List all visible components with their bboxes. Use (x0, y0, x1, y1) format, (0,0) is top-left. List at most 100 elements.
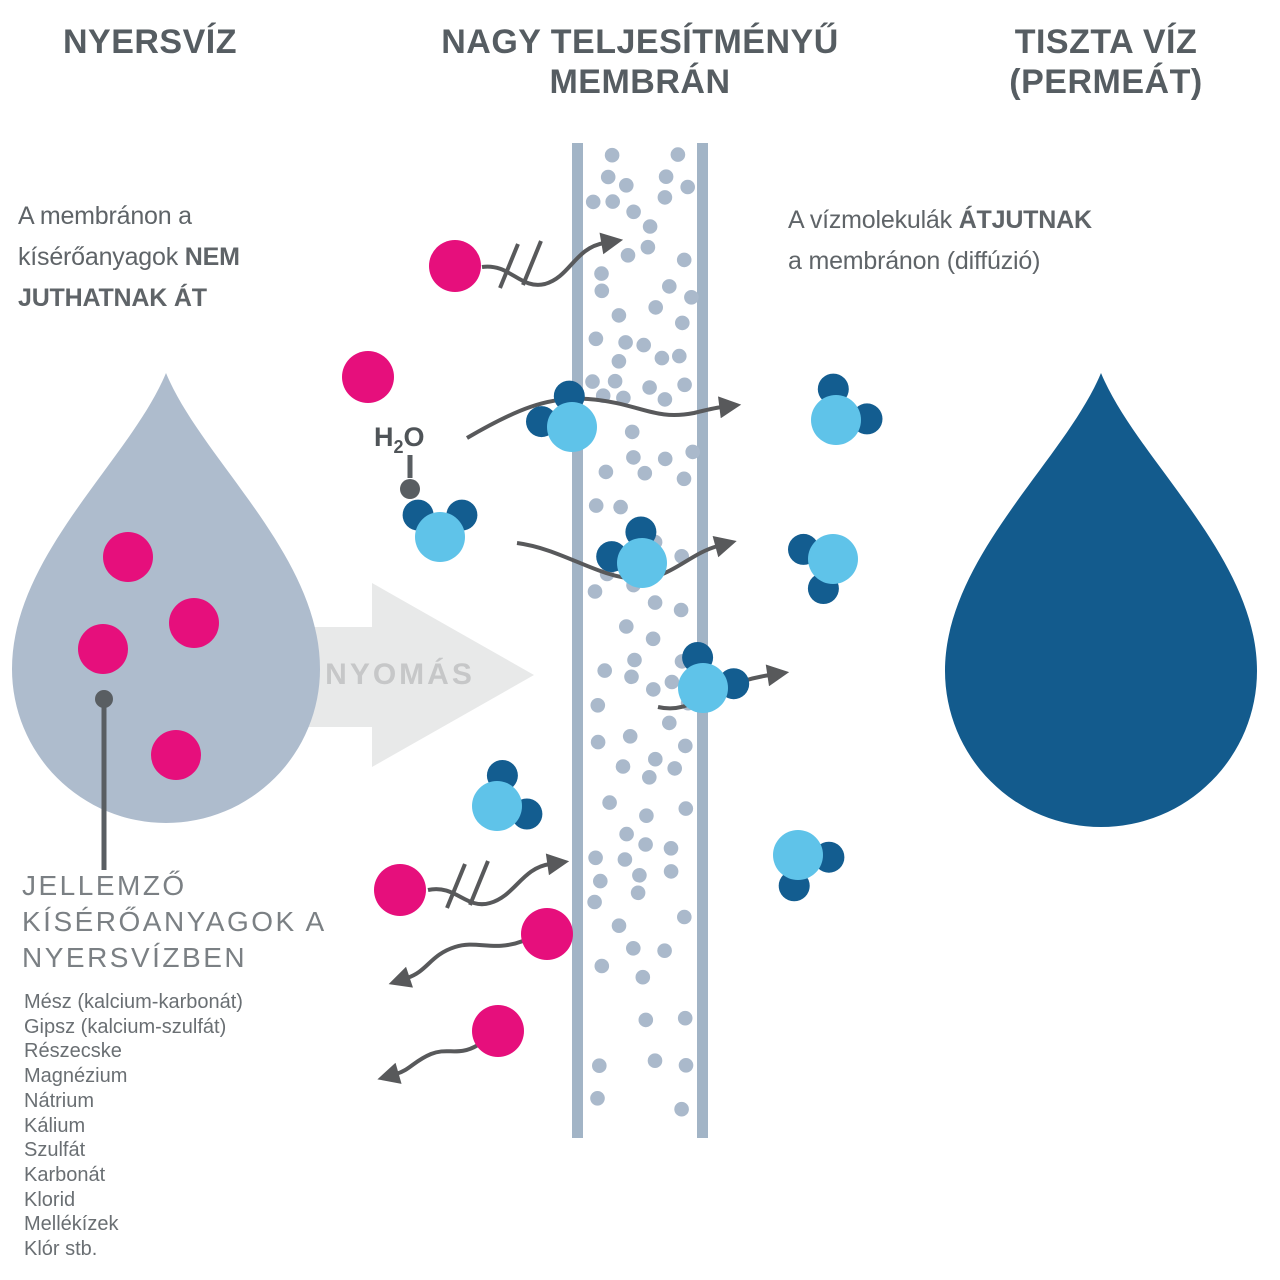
membrane-pore-dot (680, 179, 695, 195)
raw-water-note: A membránon a kísérőanyagok NEM JUTHATNA… (18, 196, 240, 319)
water-molecule (472, 760, 543, 831)
membrane-pore-dot (632, 868, 647, 883)
membrane-pore-dot (588, 498, 604, 513)
membrane-pore-dot (588, 850, 603, 866)
membrane-pore-dot (607, 373, 623, 389)
note-text-segment: A membránon a (18, 202, 192, 230)
rejected-arrow-upper (388, 939, 524, 988)
membrane-pore-dot (647, 595, 663, 610)
contaminant-item: Nátrium (24, 1089, 95, 1112)
membrane-pore-dot (619, 619, 634, 634)
contaminant-item: Karbonát (24, 1163, 106, 1186)
column-title-membrane-line2: MEMBRÁN (549, 63, 731, 101)
membrane-pore-dot (626, 450, 641, 465)
column-title-membrane-line1: NAGY TELJESÍTMÉNYŰ (441, 23, 839, 61)
membrane-pore-dot (587, 584, 603, 599)
membrane-pore-dot (636, 337, 651, 353)
water-molecule (811, 373, 883, 445)
membrane-pore-dot (630, 885, 646, 901)
water-molecule (678, 642, 750, 713)
note-text-segment: A vízmolekulák (788, 206, 959, 234)
blocked-arrow-top (481, 232, 624, 289)
clean-water-note-line: A vízmolekulák ÁTJUTNAK (788, 200, 1092, 241)
membrane-pore-dot (626, 941, 641, 956)
membrane-pore-dot (678, 1058, 694, 1073)
membrane-pore-dot (664, 674, 680, 690)
membrane-pore-dot (637, 465, 653, 481)
clean-water-note: A vízmolekulák ÁTJUTNAK a membránon (dif… (788, 200, 1092, 282)
membrane-pore-dot (635, 969, 651, 985)
blocked-slash (445, 863, 467, 909)
membrane-pore-dot (658, 169, 674, 184)
membrane-pore-dot (662, 279, 677, 294)
membrane-pore-dot (597, 663, 612, 678)
membrane-pore-dot (657, 451, 673, 467)
clean-water-note-line: a membránon (diffúzió) (788, 241, 1092, 282)
blocked-slash (468, 860, 490, 906)
contaminants-heading-line: KÍSÉRŐANYAGOK A (22, 906, 327, 937)
membrane-pore-dot (654, 350, 670, 366)
membrane-pore-dot (676, 252, 692, 268)
h2o-label: H2O (374, 422, 425, 457)
membrane-pore-dot (667, 761, 682, 776)
water-molecule (526, 380, 597, 452)
h2o-leader-dot (400, 479, 420, 499)
oxygen-atom (811, 395, 861, 445)
column-title-clean-water: TISZTA VÍZ (PERMEÁT) (950, 22, 1262, 102)
contaminant-item: Mellékízek (24, 1213, 119, 1236)
contaminant-particle (429, 240, 481, 292)
pressure-arrow (278, 583, 534, 767)
membrane-pore-dot (590, 1091, 605, 1106)
membrane-pore-dot (611, 308, 627, 323)
clean-water-drop (945, 373, 1257, 827)
membrane-pore-dot (663, 841, 679, 856)
membrane-pore-dot (585, 374, 600, 389)
membrane-pore-dot (622, 729, 638, 744)
water-molecule (773, 830, 845, 902)
contaminant-particle (342, 351, 394, 403)
membrane-pore-dot (619, 178, 634, 193)
contaminants-heading: JELLEMZŐ KÍSÉRŐANYAGOK A NYERSVÍZBEN (22, 868, 327, 976)
oxygen-atom (617, 538, 667, 588)
blocked-slash (521, 240, 543, 286)
contaminant-item: Klór stb. (24, 1238, 98, 1261)
column-title-clean-water-line1: TISZTA VÍZ (1014, 23, 1198, 61)
membrane-pore-dot (611, 918, 627, 933)
membrane-pore-dot (611, 354, 627, 369)
membrane-pore-dot (677, 909, 692, 925)
membrane-pore-dot (613, 499, 628, 515)
contaminant-particle (169, 598, 219, 648)
membrane-pore-dot (645, 631, 661, 647)
note-text-segment: kísérőanyagok (18, 243, 185, 271)
membrane-pore-dot (617, 852, 633, 867)
membrane-pore-dot (675, 315, 690, 331)
membrane-pore-dot (588, 331, 604, 347)
membrane-pore-dot (594, 283, 610, 299)
raw-water-drop (12, 373, 320, 823)
membrane-pore-dot (600, 169, 616, 185)
membrane-pore-dot (674, 1101, 689, 1117)
membrane-pore-dot (620, 248, 636, 263)
contaminants-heading-line: NYERSVÍZBEN (22, 942, 248, 973)
membrane-pore-dot (646, 682, 661, 697)
raw-water-note-line: kísérőanyagok NEM (18, 237, 240, 278)
membrane-pore-dot (642, 380, 657, 395)
oxygen-atom (678, 663, 728, 713)
water-molecule (596, 516, 667, 588)
membrane-wall-right (697, 143, 708, 1138)
membrane-pore-dot (604, 147, 620, 163)
note-text-segment: JUTHATNAK ÁT (18, 284, 207, 312)
membrane-pore-dot (624, 424, 640, 440)
contaminant-item: Részecske (24, 1040, 122, 1063)
membrane-pore-dot (605, 194, 620, 209)
membrane-pore-dot (592, 1058, 607, 1073)
membrane-pore-dot (677, 1010, 693, 1026)
membrane-pore-dot (624, 669, 639, 685)
membrane-pore-dot (642, 770, 657, 785)
membrane-pore-dot (640, 239, 656, 255)
column-title-membrane: NAGY TELJESÍTMÉNYŰ MEMBRÁN (380, 22, 900, 102)
contaminant-particle (151, 730, 201, 780)
membrane-pore-dot (670, 147, 686, 162)
raw-water-note-line: JUTHATNAK ÁT (18, 278, 240, 319)
